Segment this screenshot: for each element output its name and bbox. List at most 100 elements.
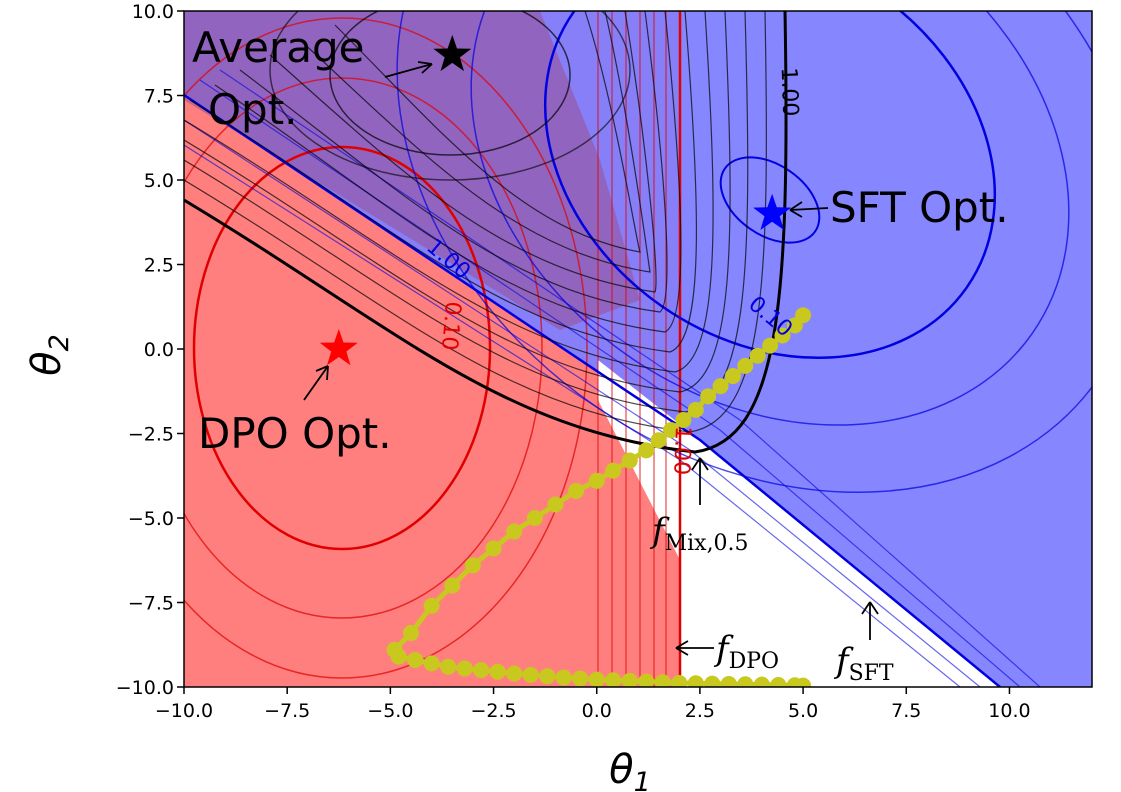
trajectory-lower-point bbox=[638, 673, 655, 687]
trajectory-upper-point bbox=[464, 557, 481, 574]
trajectory-lower-point bbox=[687, 675, 704, 687]
x-tick-label: 0.0 bbox=[582, 700, 612, 722]
y-tick-label: −7.5 bbox=[128, 593, 174, 615]
trajectory-upper-point bbox=[762, 337, 779, 354]
trajectory-lower-point bbox=[473, 662, 490, 679]
trajectory-upper-point bbox=[547, 496, 564, 513]
mix-contour bbox=[184, 11, 749, 413]
x-tick-label: 5.0 bbox=[788, 700, 818, 722]
mix-contour bbox=[184, 11, 767, 433]
mix-contour bbox=[184, 11, 731, 393]
average-opt-label-line1: Average bbox=[192, 23, 364, 72]
optimum-star bbox=[433, 34, 472, 72]
sft-contour bbox=[184, 144, 961, 687]
trajectory-upper-point bbox=[774, 327, 791, 344]
trajectory-lower-point bbox=[555, 669, 572, 686]
average-opt-annotation: Average Opt. bbox=[192, 23, 433, 134]
dpo-opt-arrow bbox=[303, 365, 329, 401]
trajectory-upper-point bbox=[650, 432, 667, 449]
optima-markers bbox=[319, 34, 792, 366]
sft-opt-arrow bbox=[789, 207, 829, 211]
average-opt-arrow bbox=[384, 63, 433, 78]
trajectory-lower-point bbox=[588, 671, 605, 687]
optimum-star bbox=[319, 329, 358, 366]
sft-opt-annotation: SFT Opt. bbox=[789, 183, 1009, 232]
y-axis-title: θ2 bbox=[24, 334, 75, 376]
trajectory-upper-point bbox=[737, 357, 754, 374]
y-tick-label: −10.0 bbox=[116, 677, 174, 699]
trajectory-lower-point bbox=[539, 668, 556, 685]
trajectory-lower-point bbox=[489, 663, 506, 680]
trajectory-lower-point bbox=[440, 658, 457, 675]
trajectory-lower-point bbox=[506, 665, 523, 682]
mix-contour bbox=[299, 11, 651, 273]
sft-contour-inner bbox=[719, 156, 821, 244]
optimum-star bbox=[753, 193, 792, 230]
dpo-contour bbox=[184, 17, 588, 679]
fmix-arrowhead bbox=[691, 457, 709, 471]
trajectory-upper-point bbox=[444, 577, 461, 594]
x-tick-label: −10.0 bbox=[155, 700, 213, 722]
y-tick-label: −5.0 bbox=[128, 508, 174, 530]
x-tick-label: 10.0 bbox=[988, 700, 1030, 722]
dpo-opt-annotation: DPO Opt. bbox=[198, 365, 392, 458]
y-tick-label: 2.5 bbox=[144, 255, 174, 277]
y-tick-label: 7.5 bbox=[144, 86, 174, 108]
trajectory-upper-point bbox=[568, 482, 585, 499]
trajectory-upper-point bbox=[423, 597, 440, 614]
trajectory-upper-point bbox=[403, 624, 419, 641]
trajectory-lower-point bbox=[621, 672, 638, 687]
average-opt-label-line2: Opt. bbox=[208, 85, 298, 134]
y-tick-label: 5.0 bbox=[144, 170, 174, 192]
trajectory-lower-point bbox=[704, 675, 721, 687]
sft-contours bbox=[184, 11, 1092, 687]
trajectory-upper-point bbox=[506, 523, 523, 540]
sft-contour-1.00 bbox=[184, 93, 1001, 687]
trajectory-lower-point bbox=[390, 648, 407, 665]
trajectory-lower-point bbox=[605, 672, 622, 687]
mix-contour-inner bbox=[269, 11, 631, 181]
trajectory-upper-point bbox=[795, 307, 812, 324]
contour-label: 1.00 bbox=[776, 67, 803, 117]
mix-contour bbox=[239, 11, 668, 313]
x-tick-label: 7.5 bbox=[891, 700, 921, 722]
mix-contour bbox=[269, 11, 657, 293]
trajectory-upper-point bbox=[526, 510, 543, 526]
sft-contour-0.10 bbox=[543, 11, 997, 360]
mix-contour bbox=[214, 11, 682, 333]
mix-contour bbox=[189, 11, 698, 353]
trajectory-upper-point bbox=[621, 452, 638, 469]
plot-area: 1.001.000.10 0.101.00 bbox=[184, 11, 1092, 687]
trajectory-lower-point bbox=[654, 674, 671, 687]
trajectory-lower-point bbox=[795, 677, 812, 687]
trajectory-lower-point bbox=[671, 674, 688, 687]
x-tick-label: −7.5 bbox=[264, 700, 310, 722]
x-tick-label: −2.5 bbox=[470, 700, 516, 722]
trajectory-lower-point bbox=[720, 675, 737, 687]
trajectory-upper-point bbox=[724, 368, 741, 385]
trajectory-upper-point bbox=[700, 388, 717, 405]
y-tick-label: 0.0 bbox=[144, 339, 174, 361]
y-tick-label: −2.5 bbox=[128, 424, 174, 446]
fdpo-arrowhead bbox=[675, 640, 689, 656]
mix-contour-1.00 bbox=[184, 11, 788, 454]
sft-opt-label: SFT Opt. bbox=[830, 183, 1009, 232]
trajectory bbox=[386, 307, 812, 687]
x-tick-label: −5.0 bbox=[367, 700, 413, 722]
trajectory-lower-point bbox=[753, 676, 770, 687]
trajectory-upper-point bbox=[485, 540, 502, 557]
fsft-arrowhead bbox=[861, 601, 879, 615]
trajectory-upper-point bbox=[638, 442, 655, 459]
mix-contours bbox=[184, 11, 788, 454]
trajectory-upper-point bbox=[675, 411, 692, 428]
trajectory-lower-point bbox=[737, 676, 754, 687]
dpo-contour-0.10 bbox=[192, 145, 492, 551]
x-tick-label: 2.5 bbox=[685, 700, 715, 722]
trajectory-lower-point bbox=[407, 651, 424, 668]
dpo-opt-arrowhead bbox=[315, 365, 329, 381]
mix-contour-inner bbox=[329, 11, 571, 156]
sft-contour bbox=[219, 69, 1041, 687]
x-axis-title: θ1 bbox=[609, 747, 651, 792]
trajectory-upper-point bbox=[663, 422, 680, 439]
